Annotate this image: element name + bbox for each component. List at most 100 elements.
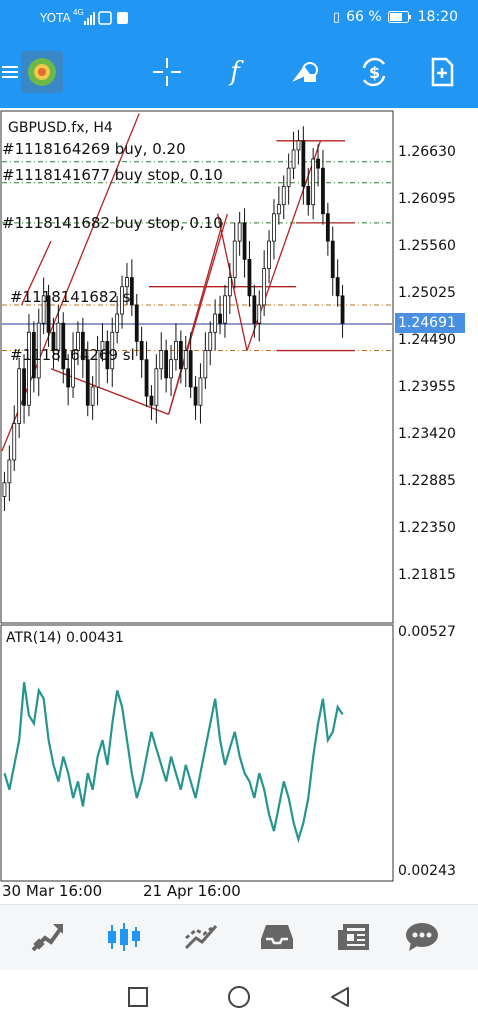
candle-body — [17, 368, 22, 424]
trade-icon[interactable]: $ — [352, 50, 396, 94]
candle-body — [296, 140, 301, 151]
candle-body — [301, 140, 306, 187]
candle-body — [80, 331, 85, 361]
price-tick: 1.22350 — [398, 520, 456, 536]
chart-area[interactable]: GBPUSD.fx, H4 #1118164269 buy, 0.20 #111… — [0, 110, 478, 902]
candle-body — [272, 213, 276, 242]
candle-body — [66, 368, 71, 388]
battery-icon — [387, 11, 411, 23]
candle-body — [169, 359, 173, 379]
chart-toolbar: f $ — [0, 38, 478, 108]
candle-body — [286, 167, 291, 187]
messages-tab-icon[interactable] — [402, 917, 442, 957]
trend-line — [50, 368, 169, 415]
candle-body — [139, 341, 144, 361]
candle-body — [232, 240, 237, 278]
news-tab-icon[interactable] — [334, 917, 374, 957]
candle-body — [218, 313, 222, 324]
candle-body — [61, 322, 66, 370]
time-label: 21 Apr 16:00 — [143, 882, 241, 900]
candle-body — [237, 222, 242, 242]
chart-canvas[interactable] — [0, 110, 478, 902]
candle-body — [267, 240, 271, 269]
candle-body — [321, 167, 325, 215]
function-icon[interactable]: f — [230, 57, 240, 87]
recent-apps-icon[interactable] — [125, 984, 151, 1010]
candle-body — [223, 295, 227, 324]
candle-body — [291, 149, 296, 169]
candle-body — [311, 158, 316, 206]
candle-body — [159, 350, 164, 370]
price-tick: 1.24490 — [398, 332, 456, 348]
home-icon[interactable] — [226, 984, 252, 1010]
crosshair-icon[interactable] — [145, 50, 189, 94]
sl-label-2[interactable]: #1118164269 sl — [10, 346, 135, 364]
back-icon[interactable] — [327, 984, 353, 1010]
new-chart-icon[interactable] — [420, 50, 464, 94]
price-tick: 1.23420 — [398, 426, 456, 442]
candle-body — [252, 295, 257, 324]
candle-body — [340, 295, 345, 324]
candle-body — [2, 482, 7, 497]
quotes-tab-icon[interactable] — [28, 917, 68, 957]
chart-tab-icon[interactable] — [104, 917, 144, 957]
bottom-tab-bar — [0, 904, 478, 970]
battery-text: 66 % — [346, 9, 382, 25]
symbol-label: GBPUSD.fx, H4 — [8, 120, 113, 136]
candle-body — [213, 313, 218, 333]
candle-body — [149, 395, 154, 406]
status-bar: YOTA 4G ▯ 66 % 18:20 — [0, 0, 478, 38]
candle-body — [164, 350, 169, 379]
candle-body — [316, 158, 320, 169]
candle-body — [31, 331, 36, 379]
candle-body — [56, 322, 61, 351]
trend-line — [216, 213, 248, 351]
candle-body — [257, 304, 262, 324]
history-tab-icon[interactable] — [257, 917, 297, 957]
candle-body — [105, 341, 110, 370]
atr-line — [3, 682, 344, 844]
candle-body — [198, 377, 203, 406]
candle-body — [71, 350, 75, 388]
price-tick: 1.22885 — [398, 473, 456, 489]
price-tick: 1.26095 — [398, 191, 456, 207]
candle-body — [7, 459, 12, 484]
candle-body — [183, 350, 188, 370]
price-tick: 1.23955 — [398, 379, 456, 395]
candle-body — [242, 222, 247, 260]
candle-body — [154, 368, 159, 406]
candle-body — [188, 350, 193, 388]
candle-body — [330, 240, 335, 278]
order-label-3[interactable]: #1118141682 buy stop, 0.10 — [2, 214, 223, 232]
candle-body — [51, 331, 56, 351]
candle-body — [178, 341, 183, 370]
candle-body — [281, 185, 286, 206]
carrier-label: YOTA — [40, 11, 71, 25]
candle-body — [193, 386, 198, 406]
candle-body — [125, 277, 129, 288]
candle-body — [174, 341, 178, 361]
price-tick: 1.21815 — [398, 567, 456, 583]
candle-body — [208, 331, 213, 351]
candle-body — [306, 185, 311, 206]
objects-icon[interactable] — [283, 50, 327, 94]
sl-label-1[interactable]: #1118141682 sl — [10, 288, 135, 306]
price-tick: 1.25025 — [398, 285, 456, 301]
price-tick: 1.26630 — [398, 144, 456, 160]
indicator-pane-frame — [0, 624, 394, 882]
candle-body — [134, 304, 139, 342]
order-label-2[interactable]: #1118141677 buy stop, 0.10 — [2, 166, 223, 184]
candle-body — [100, 341, 105, 351]
menu-icon[interactable] — [0, 50, 32, 94]
candle-body — [95, 350, 100, 388]
candle-body — [276, 204, 281, 215]
trade-tab-icon[interactable] — [181, 917, 221, 957]
candle-body — [12, 423, 17, 461]
candle-body — [144, 359, 149, 397]
order-label-1[interactable]: #1118164269 buy, 0.20 — [2, 140, 186, 158]
trend-line — [167, 222, 224, 415]
candle-body — [129, 277, 134, 306]
candle-body — [335, 277, 340, 297]
app-logo-icon[interactable] — [20, 50, 64, 94]
candle-body — [247, 258, 252, 297]
